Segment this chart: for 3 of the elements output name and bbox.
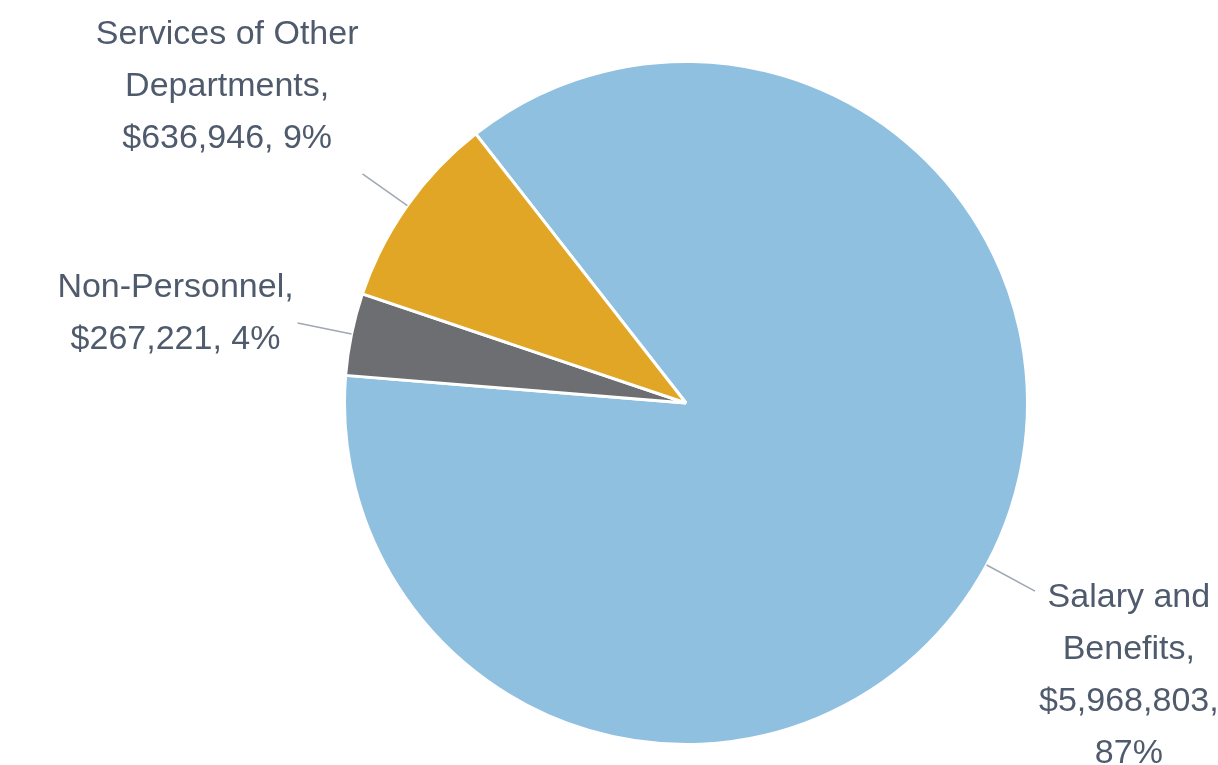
slice-label: Salary and Benefits, $5,968,803, 87% [1039, 576, 1218, 765]
slice-label: Services of Other Departments, $636,946, 9% [95, 13, 359, 156]
slice-label: Non-Personnel, $267,221, 4% [57, 266, 294, 357]
